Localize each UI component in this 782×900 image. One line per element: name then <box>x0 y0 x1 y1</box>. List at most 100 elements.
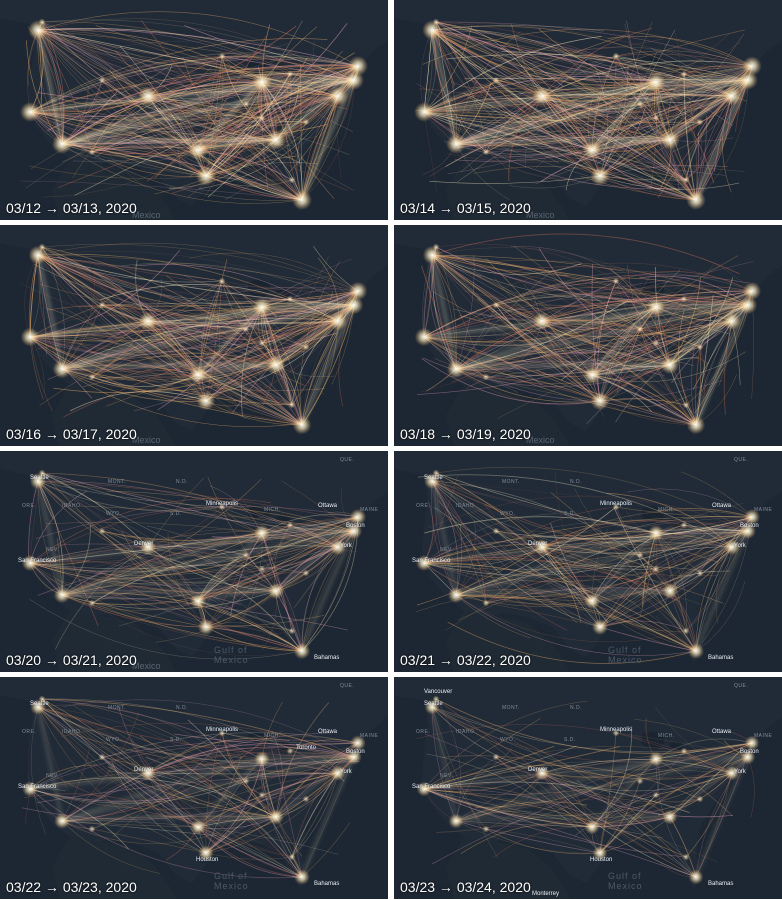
flow-line <box>61 79 355 145</box>
flow-line <box>541 546 582 623</box>
flow-line <box>37 704 220 753</box>
flow-line <box>599 546 733 628</box>
flow-line <box>205 255 329 402</box>
hub-glow <box>188 365 208 385</box>
flow-line <box>599 306 657 402</box>
hub-glow <box>532 86 552 106</box>
flow-line <box>261 306 291 401</box>
flow-line <box>275 304 355 366</box>
flow-line <box>147 320 207 402</box>
map-label-gulf1: Gulf of <box>608 645 642 655</box>
map-label-boston: Boston <box>740 523 759 529</box>
flow-line <box>541 304 749 330</box>
flow-line <box>29 562 142 610</box>
hub-glow <box>648 751 664 767</box>
map-panel-0316: Mexico 03/16 → 03/17, 2020 <box>0 225 388 446</box>
flow-line <box>591 374 697 426</box>
flow-line <box>221 55 339 97</box>
flow-line <box>431 254 641 330</box>
flow-line <box>431 254 697 426</box>
flow-line <box>37 29 64 145</box>
map-label-sanfrancisco: San Francisco <box>412 784 451 790</box>
flow-trunk <box>29 530 355 564</box>
flow-line <box>591 280 617 376</box>
flow-line <box>550 522 593 602</box>
map-label-boston: Boston <box>346 749 365 755</box>
flow-line <box>37 254 223 282</box>
flow-line <box>455 546 543 596</box>
flow-map <box>0 225 388 446</box>
flow-line <box>431 254 733 322</box>
flow-line <box>37 29 233 84</box>
flow-line <box>37 253 339 322</box>
hub-glow <box>330 765 346 781</box>
flow-line <box>35 505 359 540</box>
flow-line <box>301 530 355 652</box>
flow-line <box>205 55 223 177</box>
flow-trunk <box>37 706 63 822</box>
flow-line <box>655 299 749 308</box>
map-label-gulf1: Gulf of <box>214 645 248 655</box>
flow-line <box>455 820 601 854</box>
flow-line <box>431 254 617 282</box>
flow-line <box>613 507 697 652</box>
flow-line <box>33 263 339 325</box>
flow-line <box>41 21 263 83</box>
flow-line <box>423 70 657 113</box>
flow-line <box>436 758 657 833</box>
flow-line <box>423 562 593 605</box>
hub-glow <box>196 166 216 186</box>
flow-line <box>455 811 593 828</box>
flow-line <box>197 772 339 828</box>
hub-glow <box>242 551 250 559</box>
flow-line <box>29 562 303 652</box>
panel-caption: 03/16 → 03/17, 2020 <box>6 426 137 442</box>
map-label-nd: N.D. <box>570 705 582 711</box>
flow-line <box>669 277 701 366</box>
flow-line <box>455 135 671 145</box>
flow-line <box>423 718 541 790</box>
hub-glow <box>432 18 440 26</box>
flow-line <box>455 589 593 602</box>
flow-line <box>205 95 339 177</box>
flow-trunk <box>29 79 355 113</box>
hub-glow <box>424 473 440 489</box>
flow-line <box>57 144 199 163</box>
flow-line <box>197 600 293 632</box>
flow-line <box>447 621 697 664</box>
hub-glow <box>660 130 680 150</box>
flow-line <box>205 554 247 628</box>
hub-glow <box>286 295 294 303</box>
map-label-nd: N.D. <box>570 479 582 485</box>
map-label-denver: Denver <box>528 767 548 773</box>
flow-line <box>41 246 199 376</box>
flow-line <box>275 756 355 818</box>
panel-caption: 03/21 → 03/22, 2020 <box>400 652 531 668</box>
flow-line <box>591 592 701 605</box>
flow-line <box>29 315 149 338</box>
flow-line <box>56 776 277 821</box>
flow-line <box>221 732 277 818</box>
map-label-idaho: IDAHO <box>456 503 475 509</box>
flow-line <box>495 756 697 878</box>
flow-line <box>541 320 697 426</box>
flow-line <box>571 347 697 426</box>
flow-line <box>495 530 601 628</box>
hub-glow <box>582 140 602 160</box>
flow-line <box>29 498 271 564</box>
flow-line <box>37 254 359 292</box>
flow-line <box>454 771 733 780</box>
flow-trunk <box>455 530 749 596</box>
flow-line <box>541 319 695 358</box>
flow-line <box>695 79 749 201</box>
hub-glow <box>294 869 310 885</box>
flow-line <box>199 65 359 175</box>
flow-line <box>455 254 475 370</box>
flow-line <box>37 11 359 67</box>
flow-line <box>634 718 749 758</box>
flow-line <box>423 111 668 124</box>
flow-line <box>431 254 671 366</box>
flow-line <box>488 306 657 363</box>
flow-line <box>61 368 207 402</box>
flow-line <box>455 772 543 822</box>
